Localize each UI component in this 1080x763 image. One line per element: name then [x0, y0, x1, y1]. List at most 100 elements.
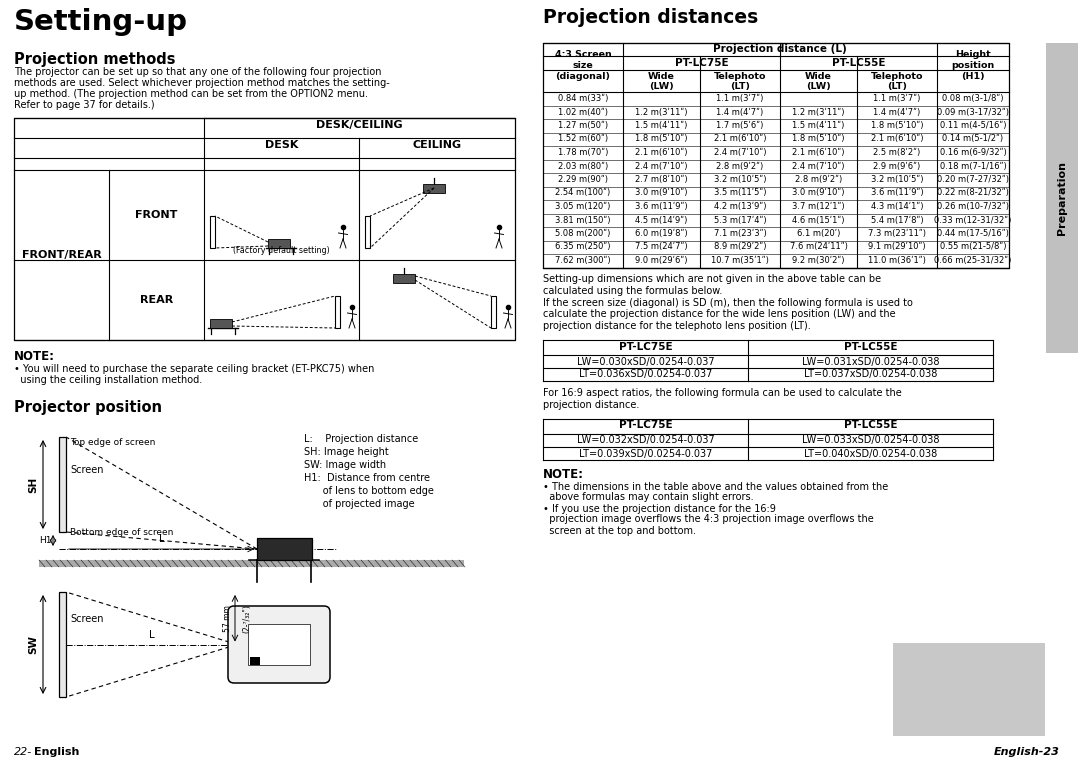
Text: 1.2 m(3ʹ11ʺ): 1.2 m(3ʹ11ʺ) [635, 108, 688, 117]
Text: 5.3 m(17ʹ4ʺ): 5.3 m(17ʹ4ʺ) [714, 215, 767, 224]
Text: 2.4 m(7ʹ10ʺ): 2.4 m(7ʹ10ʺ) [714, 148, 766, 157]
Text: 3.2 m(10ʹ5ʺ): 3.2 m(10ʹ5ʺ) [870, 175, 923, 184]
Text: PT-LC75E: PT-LC75E [619, 420, 673, 430]
Bar [249, 657, 260, 665]
Text: 0.18 m(7-1/16ʺ): 0.18 m(7-1/16ʺ) [940, 162, 1007, 170]
Text: 1.1 m(3ʹ7ʺ): 1.1 m(3ʹ7ʺ) [716, 94, 764, 103]
Text: 1.52 m(60ʺ): 1.52 m(60ʺ) [558, 134, 608, 143]
Text: 7.5 m(24ʹ7ʺ): 7.5 m(24ʹ7ʺ) [635, 243, 688, 252]
Text: Wide
(LW): Wide (LW) [648, 72, 675, 92]
Text: projection image overflows the 4:3 projection image overflows the: projection image overflows the 4:3 proje… [543, 514, 874, 524]
Text: 1.4 m(4ʹ7ʺ): 1.4 m(4ʹ7ʺ) [874, 108, 920, 117]
Text: 2.5 m(8ʹ2ʺ): 2.5 m(8ʹ2ʺ) [874, 148, 920, 157]
Text: 0.09 m(3-17/32ʺ): 0.09 m(3-17/32ʺ) [937, 108, 1009, 117]
Text: up method. (The projection method can be set from the OPTION2 menu.: up method. (The projection method can be… [14, 89, 368, 99]
Text: 3.0 m(9ʹ10ʺ): 3.0 m(9ʹ10ʺ) [635, 188, 688, 198]
Text: of lens to bottom edge: of lens to bottom edge [303, 486, 434, 496]
FancyBboxPatch shape [228, 606, 330, 683]
Text: Setting-up dimensions which are not given in the above table can be
calculated u: Setting-up dimensions which are not give… [543, 275, 881, 296]
Text: 2.1 m(6ʹ10ʺ): 2.1 m(6ʹ10ʺ) [714, 134, 766, 143]
Text: 9.2 m(30ʹ2ʺ): 9.2 m(30ʹ2ʺ) [793, 256, 845, 265]
Text: 0.44 m(17-5/16ʺ): 0.44 m(17-5/16ʺ) [937, 229, 1009, 238]
Text: 3.7 m(12ʹ1ʺ): 3.7 m(12ʹ1ʺ) [793, 202, 845, 211]
Text: NOTE:: NOTE: [14, 350, 55, 363]
Text: 0.33 m(12-31/32ʺ): 0.33 m(12-31/32ʺ) [934, 215, 1012, 224]
Text: 4.2 m(13ʹ9ʺ): 4.2 m(13ʹ9ʺ) [714, 202, 766, 211]
Text: 0.16 m(6-9/32ʺ): 0.16 m(6-9/32ʺ) [940, 148, 1007, 157]
Text: 3.05 m(120ʺ): 3.05 m(120ʺ) [555, 202, 610, 211]
Text: 7.6 m(24ʹ11ʺ): 7.6 m(24ʹ11ʺ) [789, 243, 848, 252]
Text: 10.7 m(35ʹ1ʺ): 10.7 m(35ʹ1ʺ) [711, 256, 769, 265]
Text: LT=0.040xSD/0.0254-0.038: LT=0.040xSD/0.0254-0.038 [804, 449, 937, 459]
Text: 0.22 m(8-21/32ʺ): 0.22 m(8-21/32ʺ) [937, 188, 1009, 198]
Text: 1.27 m(50ʺ): 1.27 m(50ʺ) [558, 121, 608, 130]
Text: 1.8 m(5ʹ10ʺ): 1.8 m(5ʹ10ʺ) [870, 121, 923, 130]
Text: 2.9 m(9ʹ6ʺ): 2.9 m(9ʹ6ʺ) [874, 162, 920, 170]
Text: 2.54 m(100ʺ): 2.54 m(100ʺ) [555, 188, 610, 198]
Text: Top edge of screen: Top edge of screen [70, 438, 156, 447]
Text: PT-LC55E: PT-LC55E [843, 420, 897, 430]
Text: LW=0.033xSD/0.0254-0.038: LW=0.033xSD/0.0254-0.038 [801, 436, 940, 446]
Text: 3.6 m(11ʹ9ʺ): 3.6 m(11ʹ9ʺ) [870, 188, 923, 198]
Text: (Factory default setting): (Factory default setting) [233, 246, 329, 255]
Text: methods are used. Select whichever projection method matches the setting-: methods are used. Select whichever proje… [14, 78, 390, 88]
Text: 0.14 m(5-1/2ʺ): 0.14 m(5-1/2ʺ) [943, 134, 1003, 143]
Text: 2.8 m(9ʹ2ʺ): 2.8 m(9ʹ2ʺ) [795, 175, 842, 184]
Text: English-23: English-23 [994, 747, 1059, 757]
Text: 2.03 m(80ʺ): 2.03 m(80ʺ) [558, 162, 608, 170]
Bar [248, 624, 310, 665]
Text: Bottom edge of screen: Bottom edge of screen [70, 528, 174, 537]
Bar [335, 296, 340, 328]
Text: 9.1 m(29ʹ10ʺ): 9.1 m(29ʹ10ʺ) [868, 243, 926, 252]
Text: above formulas may contain slight errors.: above formulas may contain slight errors… [543, 492, 754, 503]
Bar [210, 319, 232, 328]
Text: of projected image: of projected image [303, 499, 415, 509]
Text: DESK/CEILING: DESK/CEILING [316, 120, 403, 130]
Text: Wide
(LW): Wide (LW) [805, 72, 832, 92]
Text: 11.0 m(36ʹ1ʺ): 11.0 m(36ʹ1ʺ) [868, 256, 926, 265]
Bar [423, 184, 445, 193]
Text: 1.78 m(70ʺ): 1.78 m(70ʺ) [557, 148, 608, 157]
Text: Projection distances: Projection distances [543, 8, 758, 27]
Text: LT=0.039xSD/0.0254-0.037: LT=0.039xSD/0.0254-0.037 [579, 449, 712, 459]
Text: FRONT/REAR: FRONT/REAR [22, 250, 102, 260]
Text: PT-LC75E: PT-LC75E [619, 342, 673, 352]
Text: 5.4 m(17ʹ8ʺ): 5.4 m(17ʹ8ʺ) [870, 215, 923, 224]
Text: English: English [33, 747, 79, 757]
Text: Projection distance (L): Projection distance (L) [713, 44, 847, 54]
Text: 4:3 Screen
size
(diagonal): 4:3 Screen size (diagonal) [555, 50, 611, 81]
Text: 1.4 m(4ʹ7ʺ): 1.4 m(4ʹ7ʺ) [716, 108, 764, 117]
Bar [365, 216, 370, 248]
Text: 3.2 m(10ʹ5ʺ): 3.2 m(10ʹ5ʺ) [714, 175, 766, 184]
Text: REAR: REAR [140, 295, 173, 305]
Text: L: L [159, 534, 164, 544]
Text: 6.1 m(20ʹ): 6.1 m(20ʹ) [797, 229, 840, 238]
Text: 1.02 m(40ʺ): 1.02 m(40ʺ) [558, 108, 608, 117]
Text: 2.8 m(9ʹ2ʺ): 2.8 m(9ʹ2ʺ) [716, 162, 764, 170]
Text: L:    Projection distance: L: Projection distance [303, 434, 418, 444]
Bar [393, 274, 415, 283]
Text: 1.2 m(3ʹ11ʺ): 1.2 m(3ʹ11ʺ) [793, 108, 845, 117]
Bar [210, 216, 215, 248]
Text: Height
position
(H1): Height position (H1) [951, 50, 995, 81]
Text: 0.20 m(7-27/32ʺ): 0.20 m(7-27/32ʺ) [937, 175, 1009, 184]
Text: 7.1 m(23ʹ3ʺ): 7.1 m(23ʹ3ʺ) [714, 229, 767, 238]
Text: 7.3 m(23ʹ11ʺ): 7.3 m(23ʹ11ʺ) [868, 229, 926, 238]
Bar [893, 643, 1045, 736]
Text: 3.0 m(9ʹ10ʺ): 3.0 m(9ʹ10ʺ) [793, 188, 845, 198]
Text: 6.0 m(19ʹ8ʺ): 6.0 m(19ʹ8ʺ) [635, 229, 688, 238]
Text: • The dimensions in the table above and the values obtained from the: • The dimensions in the table above and … [543, 481, 888, 491]
Text: 2.7 m(8ʹ10ʺ): 2.7 m(8ʹ10ʺ) [635, 175, 688, 184]
Text: 1.8 m(5ʹ10ʺ): 1.8 m(5ʹ10ʺ) [635, 134, 688, 143]
Text: 3.5 m(11ʹ5ʺ): 3.5 m(11ʹ5ʺ) [714, 188, 766, 198]
Bar [543, 43, 1009, 268]
Text: 2.1 m(6ʹ10ʺ): 2.1 m(6ʹ10ʺ) [635, 148, 688, 157]
Text: LW=0.032xSD/0.0254-0.037: LW=0.032xSD/0.0254-0.037 [577, 436, 714, 446]
Text: 5.08 m(200ʺ): 5.08 m(200ʺ) [555, 229, 610, 238]
Text: 0.84 m(33ʺ): 0.84 m(33ʺ) [557, 94, 608, 103]
Bar [59, 437, 66, 532]
Text: 3.6 m(11ʹ9ʺ): 3.6 m(11ʹ9ʺ) [635, 202, 688, 211]
Bar [14, 118, 515, 340]
Text: Setting-up: Setting-up [14, 8, 188, 36]
Text: • If you use the projection distance for the 16:9: • If you use the projection distance for… [543, 504, 775, 513]
